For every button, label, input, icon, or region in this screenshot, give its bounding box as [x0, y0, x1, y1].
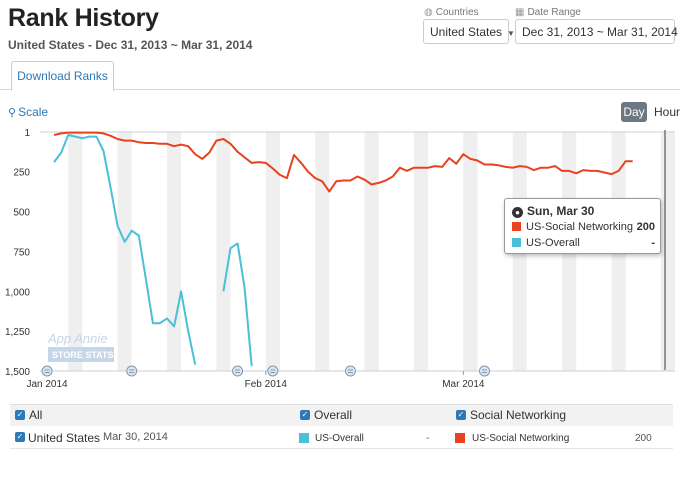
watermark: App Annie STORE STATS	[47, 331, 114, 362]
weekend-band	[364, 132, 379, 371]
weekend-band	[117, 132, 132, 371]
y-tick-label: 750	[13, 247, 30, 258]
x-tick-label: Mar 2014	[442, 379, 485, 390]
event-marker-icon	[267, 365, 279, 377]
weekend-band	[315, 132, 330, 371]
countries-select[interactable]: United States ▼	[423, 19, 515, 44]
weekend-band	[413, 132, 429, 371]
date-range-select[interactable]: Dec 31, 2013 ~ Mar 31, 2014▼	[515, 19, 678, 44]
weekend-band	[463, 132, 478, 371]
watermark-line1: App Annie	[47, 331, 108, 346]
series-line	[53, 131, 633, 193]
all-checkbox[interactable]: ✓	[15, 410, 25, 420]
weekend-band	[265, 132, 280, 371]
overall-series-label: US-Overall	[315, 433, 364, 444]
event-marker-icon	[232, 365, 244, 377]
event-marker-icon	[126, 365, 138, 377]
legend-header: ✓ All ✓ Overall ✓ Social Networking	[10, 404, 673, 426]
y-tick-label: 1,500	[5, 367, 30, 378]
y-tick-label: 1,250	[5, 327, 30, 338]
date-range-label: ▦ Date Range	[515, 7, 581, 18]
all-label: All	[29, 408, 43, 422]
tooltip-row: US-Social Networking 200	[512, 221, 655, 233]
x-tick-label: Feb 2014	[245, 379, 288, 390]
overall-swatch	[299, 433, 309, 443]
legend-row: ✓ United States Mar 30, 2014 US-Overall …	[10, 427, 673, 449]
series-line	[53, 134, 253, 367]
countries-label: ◍ Countries	[424, 7, 479, 18]
event-marker-icon	[344, 365, 356, 377]
chart-series	[53, 131, 633, 367]
y-tick-label: 1	[24, 128, 30, 139]
granularity-hour-button[interactable]: Hour	[654, 105, 680, 119]
watermark-badge	[48, 347, 114, 362]
date-range-value: Dec 31, 2013 ~ Mar 31, 2014	[522, 25, 678, 39]
calendar-icon: ▦	[515, 7, 525, 18]
scale-button[interactable]: ⚲ Scale	[8, 105, 49, 119]
tab-download-ranks[interactable]: Download Ranks	[11, 61, 114, 91]
social-networking-checkbox[interactable]: ✓	[456, 410, 466, 420]
weekend-band	[216, 132, 231, 371]
zoom-icon: ⚲	[8, 107, 17, 119]
watermark-line2: STORE STATS	[52, 350, 114, 360]
social-series-swatch	[455, 433, 465, 443]
overall-label: Overall	[314, 408, 353, 422]
tooltip-header: ● Sun, Mar 30	[512, 204, 594, 218]
globe-icon: ●	[512, 207, 523, 218]
globe-icon: ◍	[424, 7, 433, 18]
social-series-label: US-Social Networking	[472, 433, 570, 444]
event-marker-icon	[41, 365, 53, 377]
tooltip-row: US-Overall -	[512, 237, 655, 249]
chevron-down-icon: ▼	[507, 29, 515, 38]
social-series-value: 200	[635, 433, 652, 444]
weekend-band	[68, 132, 83, 371]
country-checkbox[interactable]: ✓	[15, 432, 25, 442]
chart-tooltip: ● Sun, Mar 30 US-Social Networking 200 US…	[504, 198, 661, 254]
countries-value: United States	[430, 25, 503, 39]
event-markers	[41, 365, 490, 377]
event-marker-icon	[479, 365, 490, 377]
series-swatch	[512, 238, 521, 247]
country-label: United States	[28, 431, 101, 445]
x-tick-label: Jan 2014	[26, 379, 68, 390]
series-swatch	[512, 222, 521, 231]
weekend-band	[660, 132, 675, 371]
page-title: Rank History	[8, 4, 159, 32]
page-subtitle: United States - Dec 31, 2013 ~ Mar 31, 2…	[8, 38, 253, 52]
legend-date: Mar 30, 2014	[103, 431, 168, 443]
tab-bar-divider	[0, 89, 680, 90]
y-tick-label: 250	[13, 168, 30, 179]
overall-series-value: -	[426, 433, 430, 444]
overall-checkbox[interactable]: ✓	[300, 410, 310, 420]
y-tick-label: 1,000	[5, 287, 30, 298]
social-networking-label: Social Networking	[470, 408, 567, 422]
granularity-day-button[interactable]: Day	[621, 102, 647, 122]
weekend-band	[167, 132, 182, 371]
y-tick-label: 500	[13, 208, 30, 219]
